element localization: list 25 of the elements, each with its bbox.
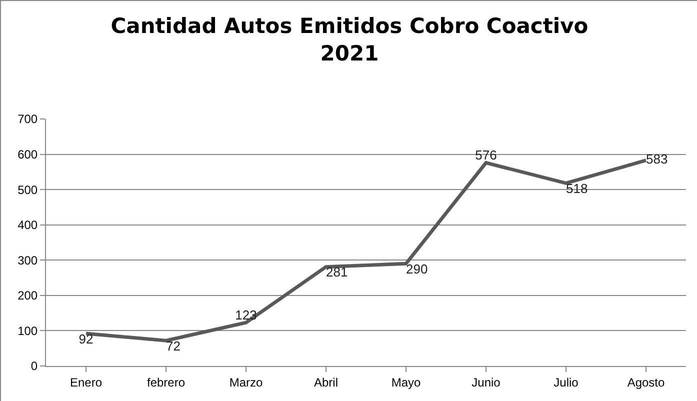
- x-tick-label: Abril: [314, 375, 338, 390]
- data-label: 123: [235, 307, 257, 322]
- data-label: 576: [475, 148, 497, 162]
- data-label: 518: [566, 180, 588, 196]
- data-label: 290: [406, 261, 428, 276]
- y-tick-label: 100: [18, 324, 38, 338]
- y-tick-label: 500: [18, 182, 38, 197]
- data-label: 281: [326, 264, 348, 280]
- y-tick-label: 400: [18, 218, 38, 232]
- x-tick-label: Agosto: [627, 375, 666, 390]
- x-tick-label: Junio: [472, 375, 501, 390]
- y-tick-label: 200: [18, 288, 38, 303]
- y-tick-label: 700: [18, 112, 38, 126]
- y-tick-label: 600: [18, 147, 38, 162]
- data-label: 92: [78, 331, 94, 346]
- chart-title: Cantidad Autos Emitidos Cobro Coactivo 2021: [110, 14, 588, 66]
- data-label: 72: [166, 338, 180, 354]
- y-tick-label: 0: [30, 359, 38, 374]
- x-tick-label: Enero: [70, 375, 102, 390]
- y-tick-label: 300: [18, 253, 38, 268]
- x-tick-label: febrero: [146, 375, 186, 390]
- data-label: 583: [646, 152, 668, 167]
- x-tick-label: Mayo: [391, 375, 421, 390]
- x-tick-label: Julio: [554, 375, 579, 390]
- x-tick-label: Marzo: [229, 375, 263, 390]
